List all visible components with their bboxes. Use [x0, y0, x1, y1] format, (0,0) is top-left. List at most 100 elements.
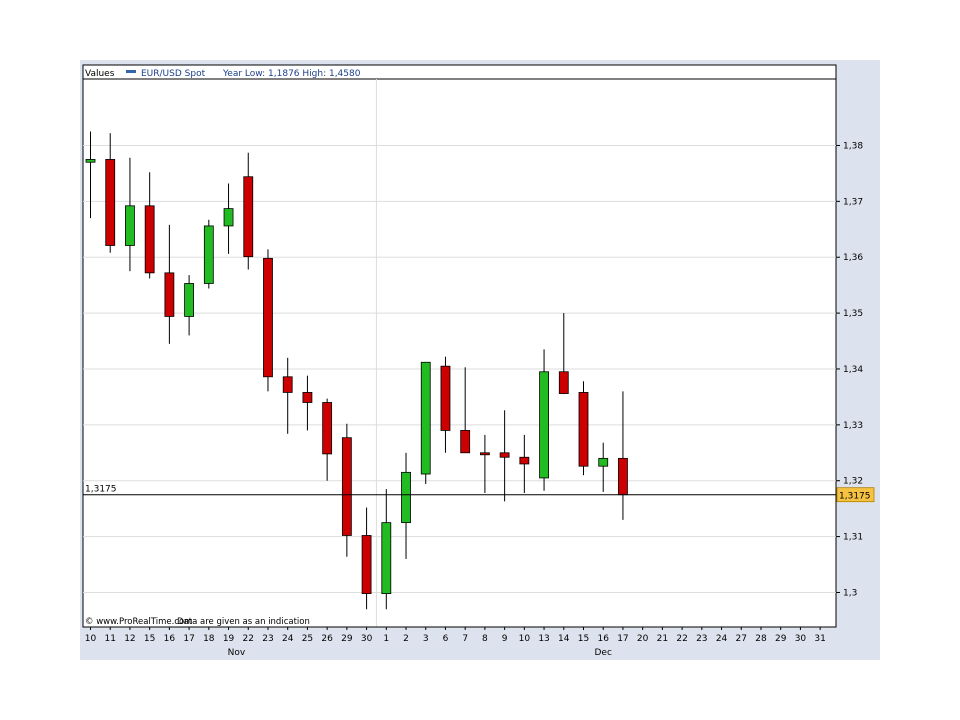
candle-body	[578, 392, 589, 467]
candle-body	[519, 456, 530, 465]
legend-year-range: Year Low: 1,1876 High: 1,4580	[222, 69, 361, 79]
y-axis: 1,3 1,31 1,32 1,33 1,34 1,35 1,36 1,37 1,38	[836, 141, 863, 598]
x-tick-label: 17	[183, 634, 194, 644]
x-tick-label: 25	[302, 634, 313, 644]
x-tick-label: 11	[104, 634, 115, 644]
x-tick-label: 22	[676, 634, 687, 644]
y-tick-label: 1,37	[843, 197, 863, 207]
candle-body	[539, 371, 549, 479]
x-tick-label: 15	[578, 634, 589, 644]
x-tick-label: 24	[282, 634, 294, 644]
candle	[282, 357, 293, 434]
plot-area	[82, 77, 837, 628]
candlestick-chart: Values EUR/USD Spot Year Low: 1,1876 Hig…	[82, 64, 875, 658]
month-label: Nov	[228, 648, 246, 658]
candle-body	[144, 205, 155, 274]
x-tick-label: 8	[482, 634, 488, 644]
candles	[85, 131, 628, 610]
candle-body	[105, 159, 116, 246]
candle	[578, 381, 589, 476]
y-tick-label: 1,35	[843, 309, 863, 319]
candle-body	[420, 361, 431, 475]
x-tick-label: 24	[716, 634, 728, 644]
candle	[105, 133, 116, 253]
candle	[144, 172, 155, 279]
candle	[125, 157, 135, 272]
x-tick-label: 6	[443, 634, 449, 644]
x-tick-label: 16	[597, 634, 609, 644]
candle	[598, 442, 609, 492]
candle	[243, 152, 254, 270]
candle-body	[322, 402, 333, 455]
x-tick-label: 27	[736, 634, 747, 644]
candle	[420, 361, 431, 485]
x-tick-label: 9	[502, 634, 508, 644]
candle	[361, 507, 372, 610]
candle	[263, 249, 273, 392]
candle	[519, 434, 530, 494]
x-tick-label: 28	[755, 634, 767, 644]
month-label: Dec	[595, 648, 612, 658]
x-tick-label: 18	[203, 634, 215, 644]
candle	[341, 423, 352, 557]
candle-body	[203, 225, 214, 284]
y-tick-label: 1,33	[843, 421, 863, 431]
candle	[322, 398, 333, 481]
y-tick-label: 1,38	[843, 141, 863, 151]
current-price-left-label: 1,3175	[85, 485, 117, 495]
x-tick-label: 30	[795, 634, 807, 644]
chart-frame: Values EUR/USD Spot Year Low: 1,1876 Hig…	[80, 60, 880, 660]
candle-body	[440, 365, 451, 431]
x-axis: 10 11 12 15 16 17 18 19 22 23 24 25 26 29 30 1 2 3 6 7 8 9 10 1…	[83, 626, 836, 658]
current-price-marker-label: 1,3175	[839, 492, 871, 502]
x-tick-label: 10	[85, 634, 97, 644]
y-tick-label: 1,36	[843, 253, 863, 263]
candle-body	[85, 159, 96, 163]
y-tick-label: 1,3	[843, 588, 857, 598]
candle-body	[223, 208, 234, 227]
x-tick-label: 16	[164, 634, 176, 644]
candle-body	[263, 257, 273, 378]
candle	[499, 410, 510, 502]
candle	[401, 452, 411, 559]
x-tick-label: 14	[558, 634, 570, 644]
x-tick-label: 13	[538, 634, 549, 644]
y-tick-label: 1,34	[843, 365, 863, 375]
y-tick-label: 1,31	[843, 533, 863, 543]
candle	[184, 275, 194, 336]
x-tick-label: 1	[383, 634, 389, 644]
footer-disclaimer: Data are given as an indication	[177, 617, 310, 627]
candle	[85, 131, 96, 219]
candle-body	[479, 452, 490, 456]
candle	[381, 489, 392, 610]
candle-body	[243, 176, 254, 258]
candle-body	[341, 437, 352, 536]
candle-body	[401, 471, 411, 524]
x-tick-label: 31	[814, 634, 825, 644]
x-tick-label: 2	[403, 634, 409, 644]
candle-body	[184, 283, 194, 317]
x-tick-label: 29	[775, 634, 787, 644]
candle-body	[618, 457, 628, 496]
legend-bar	[82, 64, 837, 80]
candle-body	[558, 371, 569, 394]
candle	[440, 356, 451, 453]
x-tick-label: 15	[144, 634, 155, 644]
candle-body	[460, 430, 471, 454]
candle-body	[164, 272, 175, 317]
x-tick-label: 7	[462, 634, 468, 644]
y-tick-label: 1,32	[843, 477, 863, 487]
x-tick-label: 17	[617, 634, 628, 644]
x-tick-label: 23	[262, 634, 273, 644]
candle	[302, 375, 313, 431]
candle	[479, 434, 490, 494]
x-tick-label: 26	[321, 634, 333, 644]
grid	[83, 79, 836, 627]
x-tick-label: 22	[243, 634, 254, 644]
legend-values-label: Values	[85, 69, 115, 79]
x-tick-label: 12	[124, 634, 135, 644]
x-tick-label: 20	[637, 634, 649, 644]
candle	[223, 183, 234, 254]
candle	[460, 367, 471, 454]
x-tick-label: 23	[696, 634, 707, 644]
